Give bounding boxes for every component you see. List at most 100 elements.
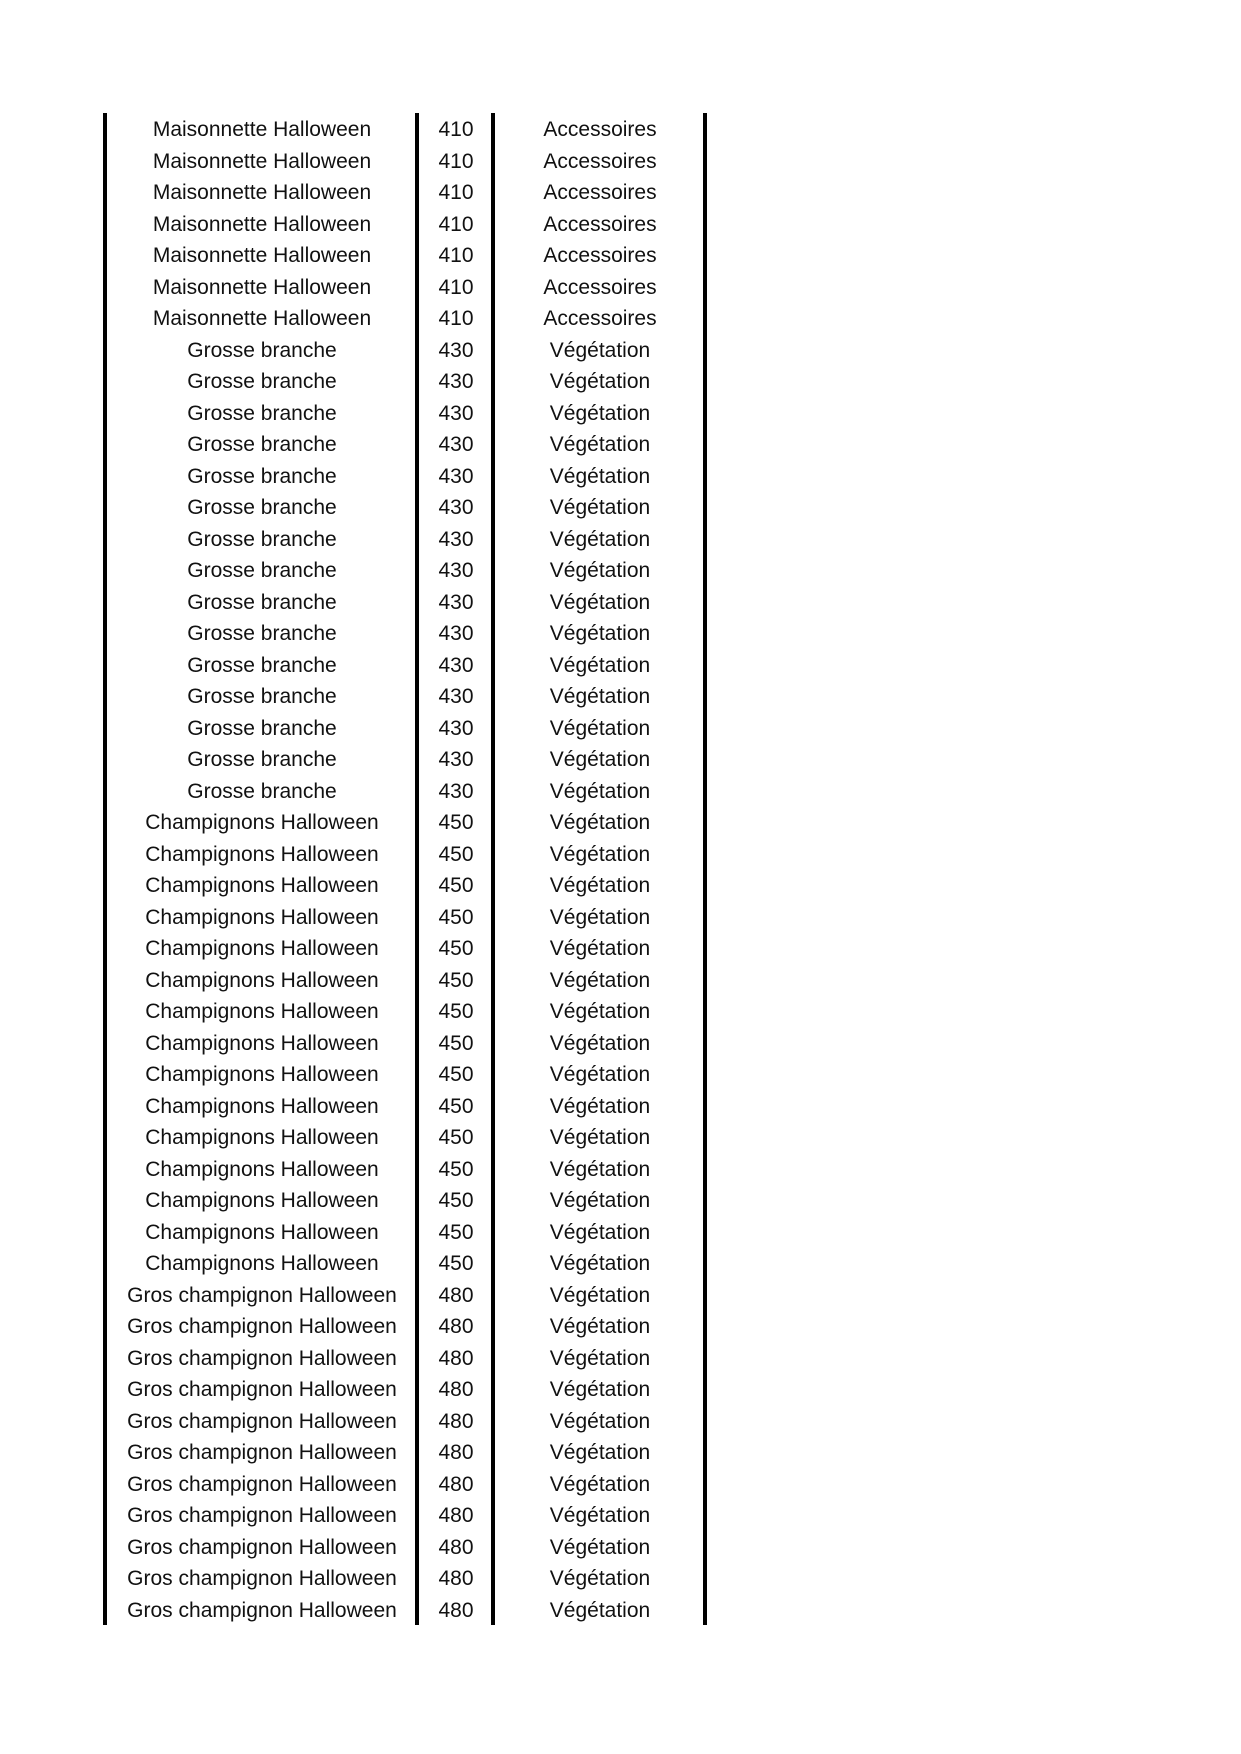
table-row: Gros champignon Halloween 480 Végétation <box>0 1500 1241 1532</box>
item-code-cell: 480 <box>438 1441 474 1464</box>
item-name-cell: Champignons Halloween <box>145 1220 379 1244</box>
item-name-cell: Grosse branche <box>187 464 337 488</box>
item-code-cell: 450 <box>438 1220 474 1244</box>
table-row: Grosse branche 430 Végétation <box>0 335 1241 367</box>
item-name-cell: Champignons Halloween <box>145 1252 379 1275</box>
table-row: Champignons Halloween 450 Végétation <box>0 1028 1241 1060</box>
item-code-cell: 430 <box>438 748 474 771</box>
item-code-cell: 430 <box>438 559 474 582</box>
item-name-cell: Champignons Halloween <box>145 1000 379 1023</box>
table-row: Grosse branche 430 Végétation <box>0 461 1241 493</box>
item-name-cell: Gros champignon Halloween <box>127 1504 397 1527</box>
item-code-cell: 410 <box>438 149 474 173</box>
table-row: Grosse branche 430 Végétation <box>0 744 1241 776</box>
item-category-cell: Végétation <box>549 1220 651 1244</box>
table-row: Grosse branche 430 Végétation <box>0 398 1241 430</box>
item-code-cell: 410 <box>438 244 474 267</box>
table-row: Grosse branche 430 Végétation <box>0 524 1241 556</box>
table-row: Grosse branche 430 Végétation <box>0 366 1241 398</box>
item-category-cell: Végétation <box>549 1535 651 1559</box>
table-row: Maisonnette Halloween 410 Accessoires <box>0 303 1241 335</box>
item-code-cell: 430 <box>438 779 474 803</box>
item-name-cell: Grosse branche <box>187 496 337 519</box>
column-divider-1 <box>415 113 419 1625</box>
item-name-cell: Grosse branche <box>187 716 337 740</box>
item-code-cell: 450 <box>438 968 474 992</box>
item-code-cell: 480 <box>438 1283 474 1307</box>
item-category-cell: Végétation <box>549 496 651 519</box>
table-row: Grosse branche 430 Végétation <box>0 776 1241 808</box>
item-category-cell: Végétation <box>549 527 651 551</box>
item-code-cell: 450 <box>438 1094 474 1118</box>
item-category-cell: Accessoires <box>543 212 657 236</box>
item-name-cell: Champignons Halloween <box>145 1094 379 1118</box>
item-code-cell: 480 <box>438 1378 474 1401</box>
item-name-cell: Grosse branche <box>187 590 337 614</box>
table-row: Grosse branche 430 Végétation <box>0 618 1241 650</box>
item-name-cell: Grosse branche <box>187 559 337 582</box>
item-name-cell: Champignons Halloween <box>145 1189 379 1212</box>
item-code-cell: 450 <box>438 1252 474 1275</box>
item-category-cell: Végétation <box>549 401 651 425</box>
table-row: Grosse branche 430 Végétation <box>0 713 1241 745</box>
item-name-cell: Champignons Halloween <box>145 905 379 929</box>
table-row: Grosse branche 430 Végétation <box>0 587 1241 619</box>
item-code-cell: 430 <box>438 716 474 740</box>
table-row: Gros champignon Halloween 480 Végétation <box>0 1532 1241 1564</box>
table-row: Maisonnette Halloween 410 Accessoires <box>0 177 1241 209</box>
item-name-cell: Maisonnette Halloween <box>152 275 372 299</box>
table-row: Grosse branche 430 Végétation <box>0 650 1241 682</box>
item-code-cell: 480 <box>438 1598 474 1622</box>
item-name-cell: Grosse branche <box>187 779 337 803</box>
item-name-cell: Grosse branche <box>187 338 337 362</box>
item-code-cell: 450 <box>438 1000 474 1023</box>
table-row: Maisonnette Halloween 410 Accessoires <box>0 272 1241 304</box>
item-category-cell: Végétation <box>549 338 651 362</box>
item-name-cell: Gros champignon Halloween <box>127 1283 397 1307</box>
item-code-cell: 450 <box>438 1157 474 1181</box>
item-category-cell: Végétation <box>549 905 651 929</box>
item-name-cell: Champignons Halloween <box>145 937 379 960</box>
item-name-cell: Gros champignon Halloween <box>127 1346 397 1370</box>
item-category-cell: Végétation <box>549 1094 651 1118</box>
item-code-cell: 450 <box>438 937 474 960</box>
table-row: Champignons Halloween 450 Végétation <box>0 1248 1241 1280</box>
item-category-cell: Végétation <box>549 968 651 992</box>
item-name-cell: Grosse branche <box>187 433 337 456</box>
item-category-cell: Végétation <box>549 1378 651 1401</box>
table-row: Grosse branche 430 Végétation <box>0 681 1241 713</box>
item-code-cell: 430 <box>438 433 474 456</box>
item-category-cell: Végétation <box>549 1252 651 1275</box>
table-row: Champignons Halloween 450 Végétation <box>0 996 1241 1028</box>
item-name-cell: Champignons Halloween <box>145 842 379 866</box>
item-category-cell: Végétation <box>549 464 651 488</box>
table-row: Maisonnette Halloween 410 Accessoires <box>0 146 1241 178</box>
item-category-cell: Végétation <box>549 653 651 677</box>
table-row: Maisonnette Halloween 410 Accessoires <box>0 240 1241 272</box>
table-row: Gros champignon Halloween 480 Végétation <box>0 1311 1241 1343</box>
item-category-cell: Accessoires <box>543 181 657 204</box>
item-category-cell: Végétation <box>549 1598 651 1622</box>
item-code-cell: 430 <box>438 338 474 362</box>
item-category-cell: Végétation <box>549 370 651 393</box>
item-name-cell: Champignons Halloween <box>145 1063 379 1086</box>
item-category-cell: Végétation <box>549 1346 651 1370</box>
table-row: Gros champignon Halloween 480 Végétation <box>0 1374 1241 1406</box>
table-row: Gros champignon Halloween 480 Végétation <box>0 1280 1241 1312</box>
item-code-cell: 450 <box>438 874 474 897</box>
table-row: Grosse branche 430 Végétation <box>0 429 1241 461</box>
item-category-cell: Végétation <box>549 1126 651 1149</box>
item-name-cell: Champignons Halloween <box>145 811 379 834</box>
table-row: Champignons Halloween 450 Végétation <box>0 1217 1241 1249</box>
item-category-cell: Végétation <box>549 811 651 834</box>
table-row: Champignons Halloween 450 Végétation <box>0 839 1241 871</box>
item-name-cell: Gros champignon Halloween <box>127 1315 397 1338</box>
item-code-cell: 450 <box>438 1189 474 1212</box>
item-code-cell: 450 <box>438 1063 474 1086</box>
item-name-cell: Maisonnette Halloween <box>152 244 372 267</box>
item-code-cell: 430 <box>438 685 474 708</box>
item-code-cell: 430 <box>438 653 474 677</box>
item-name-cell: Champignons Halloween <box>145 968 379 992</box>
item-category-cell: Végétation <box>549 716 651 740</box>
item-category-cell: Végétation <box>549 559 651 582</box>
